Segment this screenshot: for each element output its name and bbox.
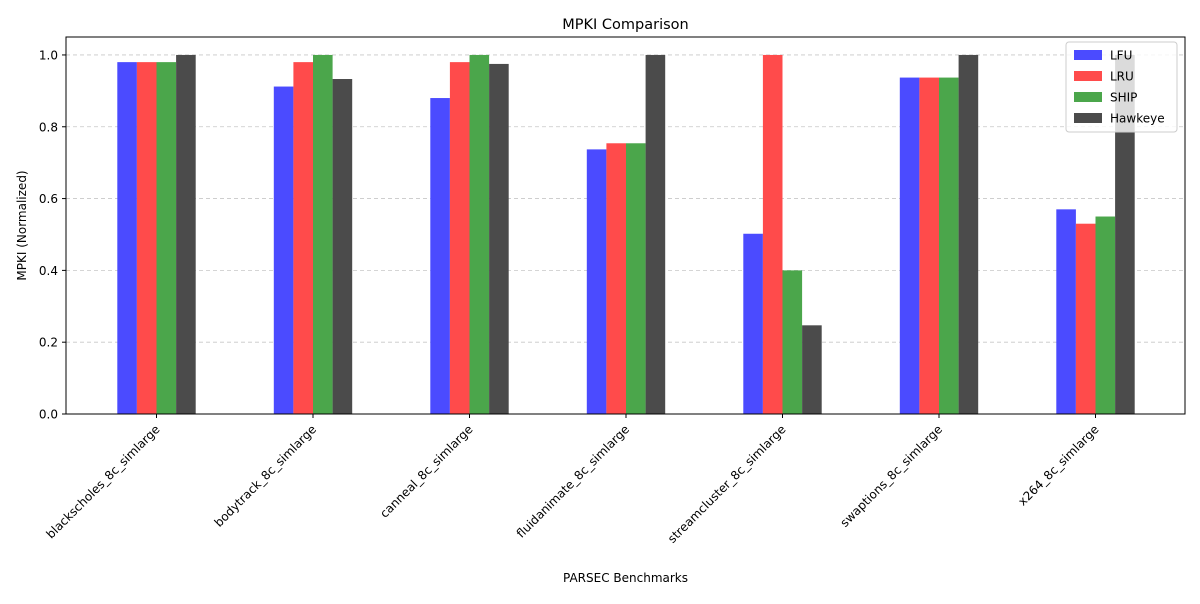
bar-hawkeye-5 <box>958 54 979 414</box>
y-tick-label: 0.6 <box>39 192 58 206</box>
bar-ship-5 <box>939 77 959 414</box>
legend-swatch-ship <box>1074 92 1102 102</box>
legend-label-lfu: LFU <box>1110 49 1132 63</box>
y-tick-label: 0.4 <box>39 264 58 278</box>
x-tick-label: blackscholes_8c_simlarge <box>43 422 162 541</box>
bar-hawkeye-3 <box>645 54 666 414</box>
bar-lfu-4 <box>743 233 763 414</box>
bar-lru-5 <box>919 77 939 414</box>
x-tick-label: fluidanimate_8c_simlarge <box>514 422 632 540</box>
bar-lru-6 <box>1075 223 1096 414</box>
y-tick-label: 0.2 <box>39 336 58 350</box>
legend-swatch-lru <box>1074 71 1102 81</box>
bar-ship-2 <box>469 54 490 414</box>
bar-lfu-3 <box>586 149 607 415</box>
bar-ship-1 <box>313 54 333 414</box>
x-axis-label: PARSEC Benchmarks <box>563 571 688 585</box>
bar-ship-4 <box>782 270 803 414</box>
bar-ship-6 <box>1095 216 1116 414</box>
x-tick-label: x264_8c_simlarge <box>1015 422 1101 508</box>
legend-swatch-hawkeye <box>1074 113 1102 123</box>
legend-swatch-lfu <box>1074 50 1102 60</box>
bar-hawkeye-6 <box>1115 54 1135 414</box>
legend-label-ship: SHIP <box>1110 91 1137 105</box>
bar-lfu-2 <box>430 98 450 415</box>
legend-label-lru: LRU <box>1110 70 1134 84</box>
y-tick-label: 1.0 <box>39 48 58 62</box>
bar-lfu-6 <box>1056 209 1076 414</box>
y-axis-label: MPKI (Normalized) <box>15 170 29 280</box>
grid-layer <box>66 54 1185 343</box>
bar-lfu-0 <box>117 62 137 415</box>
bar-hawkeye-1 <box>332 79 353 414</box>
x-tick-label: bodytrack_8c_simlarge <box>212 422 320 530</box>
x-tick-label: swaptions_8c_simlarge <box>837 422 945 530</box>
bar-lfu-5 <box>899 77 920 414</box>
bar-lfu-1 <box>273 86 294 414</box>
legend-label-hawkeye: Hawkeye <box>1110 112 1165 126</box>
bar-ship-0 <box>156 62 177 415</box>
x-tick-label: streamcluster_8c_simlarge <box>665 422 789 546</box>
x-axis: blackscholes_8c_simlarge bodytrack_8c_sim… <box>43 414 1102 546</box>
bar-lru-4 <box>762 54 783 414</box>
y-tick-label: 0.8 <box>39 120 58 134</box>
bar-lru-3 <box>606 143 626 415</box>
bar-hawkeye-4 <box>802 325 822 414</box>
chart-title: MPKI Comparison <box>562 17 688 33</box>
bar-hawkeye-2 <box>489 63 509 415</box>
legend-box <box>1065 41 1178 133</box>
y-axis: 0.0 0.2 0.4 0.6 0.8 1.0 <box>39 48 66 422</box>
bar-lru-0 <box>136 62 157 415</box>
x-tick-label: canneal_8c_simlarge <box>377 422 475 520</box>
bar-lru-2 <box>449 62 470 415</box>
bars-layer <box>117 54 1135 415</box>
bar-ship-3 <box>626 143 646 415</box>
legend: LFU LRU SHIP Hawkeye <box>1065 41 1178 133</box>
bar-hawkeye-0 <box>176 54 196 414</box>
y-tick-label: 0.0 <box>39 408 58 422</box>
bar-lru-1 <box>293 62 313 415</box>
